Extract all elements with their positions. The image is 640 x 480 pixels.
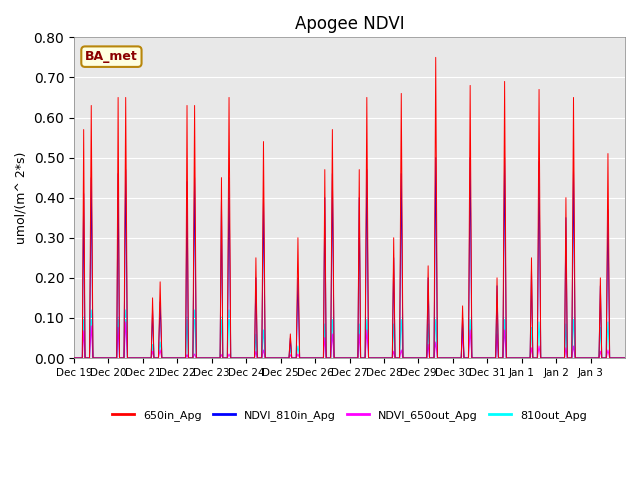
650in_Apg [420,355,428,361]
650in_Apg [183,134,191,140]
NDVI_650out_Apg [615,355,623,361]
NDVI_650out_Apg [504,355,512,361]
650in_Apg [469,355,477,361]
810out_Apg [621,355,629,361]
NDVI_810in_Apg [420,355,428,361]
650in_Apg [621,355,629,361]
NDVI_650out_Apg [70,355,78,361]
650in_Apg [504,355,512,361]
810out_Apg [537,355,545,361]
810out_Apg [70,355,78,361]
Line: 650in_Apg: 650in_Apg [74,58,625,358]
810out_Apg [88,307,95,313]
NDVI_810in_Apg [621,355,629,361]
NDVI_650out_Apg [420,355,428,361]
Legend: 650in_Apg, NDVI_810in_Apg, NDVI_650out_Apg, 810out_Apg: 650in_Apg, NDVI_810in_Apg, NDVI_650out_A… [108,405,591,425]
Line: NDVI_650out_Apg: NDVI_650out_Apg [74,322,625,358]
NDVI_650out_Apg [621,355,629,361]
810out_Apg [420,355,428,361]
810out_Apg [469,355,477,361]
Line: 810out_Apg: 810out_Apg [74,310,625,358]
650in_Apg [537,355,545,361]
NDVI_810in_Apg [183,201,191,206]
NDVI_810in_Apg [469,355,477,361]
NDVI_810in_Apg [615,355,623,361]
NDVI_650out_Apg [122,319,129,325]
NDVI_650out_Apg [183,352,191,358]
NDVI_650out_Apg [469,355,477,361]
NDVI_810in_Apg [537,355,545,361]
810out_Apg [183,314,191,320]
NDVI_810in_Apg [432,155,440,160]
Y-axis label: umol/(m^ 2*s): umol/(m^ 2*s) [15,152,28,244]
NDVI_650out_Apg [537,355,545,361]
NDVI_810in_Apg [70,355,78,361]
810out_Apg [504,355,512,361]
810out_Apg [615,355,623,361]
650in_Apg [615,355,623,361]
650in_Apg [432,55,440,60]
NDVI_810in_Apg [504,355,512,361]
Title: Apogee NDVI: Apogee NDVI [294,15,404,33]
Line: NDVI_810in_Apg: NDVI_810in_Apg [74,157,625,358]
Text: BA_met: BA_met [85,50,138,63]
650in_Apg [70,355,78,361]
